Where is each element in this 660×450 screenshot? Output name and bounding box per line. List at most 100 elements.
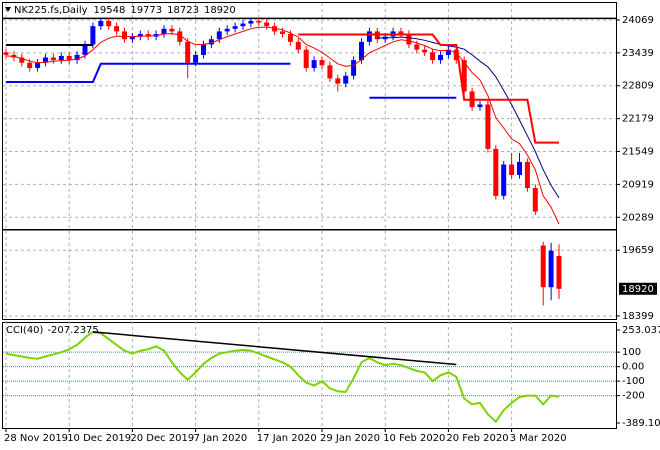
y-tick-label: 100: [622, 347, 641, 358]
candle-body: [43, 57, 48, 63]
y-tick-label: 20289: [622, 212, 654, 223]
candle-body: [540, 245, 546, 288]
x-tick-label: 10 Dec 2019: [67, 433, 131, 444]
candle-body: [311, 60, 317, 68]
candle-body: [232, 26, 238, 29]
x-tick-label: 17 Jan 2020: [257, 433, 317, 444]
candle-body: [3, 52, 9, 55]
candle-body: [327, 65, 333, 79]
candle-body: [517, 161, 522, 175]
x-tick-label: 20 Feb 2020: [446, 433, 508, 444]
open-value: 19548: [94, 5, 126, 16]
candle-body: [240, 23, 246, 27]
candle-body: [106, 20, 112, 27]
candle-body: [122, 31, 127, 40]
y-tick-label: 18399: [622, 311, 654, 322]
low-value: 18723: [167, 5, 199, 16]
candle-body: [90, 26, 96, 45]
candle-body: [422, 49, 428, 53]
candle-body: [477, 104, 483, 108]
candle-body: [201, 44, 206, 55]
candle-body: [335, 78, 341, 84]
candle-body: [485, 104, 491, 149]
candle-body: [398, 31, 404, 35]
price-tag: [619, 282, 657, 295]
marks: [3, 17, 616, 424]
candle-body: [295, 41, 301, 50]
y-tick-label: 20919: [622, 179, 654, 190]
candle-body: [27, 62, 33, 68]
y-tick-label: 22809: [622, 81, 654, 92]
candle-body: [145, 34, 151, 37]
candle-body: [351, 60, 357, 76]
x-tick-label: 7 Jan 2020: [194, 433, 248, 444]
candle-body: [280, 31, 285, 35]
y-tick-label: 21549: [622, 147, 654, 158]
candle-body: [185, 41, 191, 63]
candle-body: [98, 20, 104, 27]
candle-body: [445, 49, 451, 55]
candle-body: [66, 55, 72, 61]
candle-body: [548, 250, 554, 288]
candle-body: [19, 57, 25, 63]
price-panel: [2, 2, 617, 320]
y-tick-label: -389.100: [622, 418, 660, 429]
candle-body: [366, 31, 372, 42]
candle-body: [177, 31, 183, 42]
y-tick-label: 0.00: [622, 362, 644, 373]
candle-body: [35, 62, 41, 68]
candle-body: [461, 60, 467, 92]
candle-body: [438, 54, 443, 61]
indicator-line: [5, 26, 560, 225]
grid: [3, 3, 620, 432]
candle-body: [216, 31, 222, 40]
cci-value: -207.2375: [47, 325, 98, 336]
indicator-line: [377, 36, 560, 199]
candle-body: [248, 20, 254, 24]
candle-body: [193, 54, 199, 63]
y-tick-label: 24069: [622, 15, 654, 26]
candle-body: [303, 49, 309, 68]
candle-body: [430, 52, 436, 61]
indicator-line: [298, 33, 559, 144]
candle-body: [224, 28, 230, 32]
candle-body: [414, 44, 420, 50]
candle-body: [406, 34, 412, 45]
menu-triangle: [5, 7, 11, 12]
x-tick-label: 29 Jan 2020: [320, 433, 380, 444]
candle-body: [556, 255, 562, 289]
candle-body: [82, 44, 88, 55]
candle-body: [343, 75, 349, 84]
candle-body: [264, 22, 270, 27]
chart-header: NK225.fs,Daily 19548 19773 18723 18920: [14, 5, 236, 16]
y-tick-label: 23439: [622, 48, 654, 59]
cci-header: CCI(40) -207.2375: [6, 325, 99, 336]
candle-body: [256, 20, 262, 23]
candle-body: [208, 39, 214, 45]
y-tick-label: -200: [622, 391, 645, 402]
candle-body: [137, 34, 143, 37]
y-tick-label: 253.0378: [622, 325, 660, 336]
y-tick-label: 22179: [622, 114, 654, 125]
x-tick-label: 28 Nov 2019: [4, 433, 68, 444]
candle-body: [319, 60, 325, 66]
high-value: 19773: [130, 5, 162, 16]
symbol: NK225.fs,Daily: [14, 5, 88, 16]
candle-body: [524, 161, 530, 189]
close-value: 18920: [204, 5, 236, 16]
candle-body: [74, 54, 80, 61]
x-tick-label: 3 Mar 2020: [510, 433, 567, 444]
indicator-line: [6, 62, 457, 99]
price-tag-label: 18920: [622, 284, 654, 295]
candle-body: [493, 148, 499, 196]
candle-body: [532, 188, 538, 212]
candle-body: [453, 49, 459, 61]
candle-body: [50, 57, 56, 61]
candle-body: [501, 164, 507, 196]
x-tick-label: 20 Dec 2019: [130, 433, 194, 444]
candle-body: [129, 36, 135, 40]
y-tick-label: 19659: [622, 245, 654, 256]
trend-line: [92, 331, 457, 366]
y-tick-label: -100: [622, 376, 645, 387]
